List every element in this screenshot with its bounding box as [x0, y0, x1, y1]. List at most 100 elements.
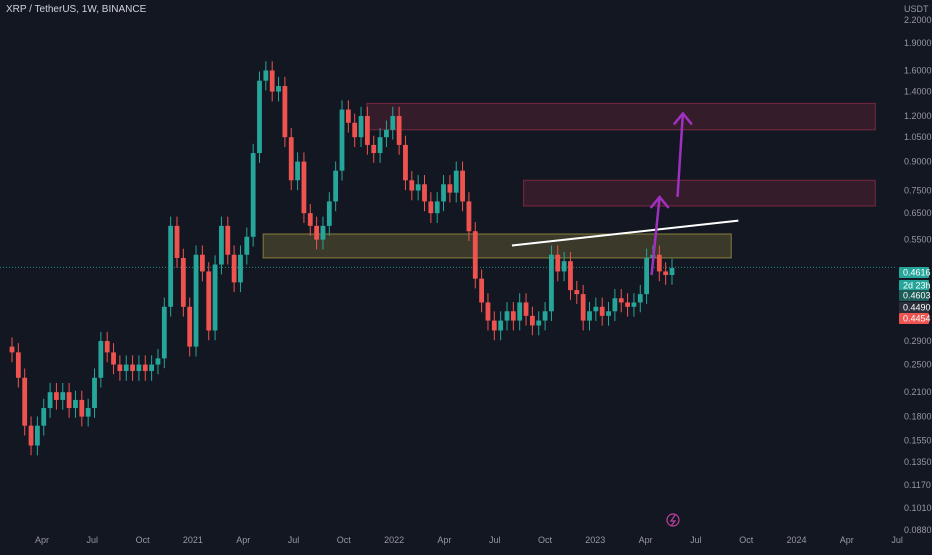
candle-body: [390, 116, 396, 130]
candle-body: [637, 294, 643, 303]
projection-arrow: [676, 113, 685, 198]
time-tick-label: Jul: [690, 535, 702, 545]
candle-body: [574, 290, 580, 295]
price-tick-label: 0.1010: [904, 503, 932, 513]
candle-body: [644, 257, 650, 295]
candle-body: [326, 201, 332, 226]
candle-body: [479, 278, 485, 303]
candle-body: [269, 70, 275, 92]
time-tick-label: Apr: [639, 535, 653, 545]
price-badge: [899, 313, 929, 324]
candle-body: [434, 201, 440, 214]
candle-body: [536, 320, 542, 326]
support-zone: [262, 233, 732, 259]
price-tick-label: 2.2000: [904, 15, 932, 25]
candle-body: [364, 116, 370, 145]
candle-body: [130, 364, 135, 372]
candle-body: [60, 392, 66, 400]
price-tick-label: 0.7500: [904, 186, 932, 196]
time-tick-label: 2021: [183, 535, 203, 545]
price-tick-label: 1.2000: [904, 111, 932, 121]
candle-body: [352, 122, 358, 138]
candle-body: [396, 116, 402, 145]
candle-body: [104, 341, 110, 353]
price-badge-label: 0.4603: [903, 291, 931, 301]
price-badge-label: 0.4490: [903, 303, 931, 313]
projection-arrow: [650, 196, 661, 276]
candle-body: [180, 257, 186, 307]
candle-body: [199, 254, 205, 272]
projection-arrow-head: [672, 111, 693, 126]
price-badge-label: 2d 23h: [903, 281, 931, 291]
price-tick-label: 0.2100: [904, 387, 932, 397]
candle-body: [257, 80, 262, 154]
candle-body: [41, 408, 47, 426]
projection-arrow-head: [649, 194, 670, 209]
candle-body: [669, 267, 675, 275]
resistance-zone: [366, 102, 876, 131]
candle-body: [606, 311, 611, 316]
candle-body: [491, 320, 497, 331]
candle-body: [295, 161, 300, 181]
price-badge-label: 0.4454: [903, 314, 931, 324]
price-tick-label: 1.9000: [904, 38, 932, 48]
time-tick-label: Jul: [891, 535, 903, 545]
candle-body: [22, 377, 28, 426]
price-badge-label: 0.4616: [903, 268, 931, 278]
candle-body: [447, 184, 453, 193]
candle-body: [238, 254, 243, 283]
candle-body: [441, 184, 446, 202]
candle-body: [466, 201, 472, 232]
candle-body: [174, 225, 180, 258]
time-tick-label: Apr: [437, 535, 451, 545]
price-tick-label: 0.0880: [904, 525, 932, 535]
candle-body: [472, 231, 478, 279]
candle-body: [73, 399, 78, 409]
candle-body: [580, 294, 586, 321]
time-tick-label: 2024: [786, 535, 806, 545]
candle-body: [282, 86, 288, 138]
candle-body: [504, 311, 510, 321]
trendline: [511, 219, 739, 247]
candle-body: [47, 392, 53, 409]
time-tick-label: Oct: [136, 535, 151, 545]
candle-body: [517, 302, 523, 321]
candle-body: [498, 320, 504, 331]
candle-body: [161, 306, 167, 359]
price-tick-label: 0.9000: [904, 157, 932, 167]
candle-body: [263, 70, 269, 81]
price-tick-label: 0.1550: [904, 435, 932, 445]
candle-body: [111, 352, 116, 365]
candle-body: [333, 170, 339, 202]
candle-body: [542, 311, 548, 321]
price-badge: [899, 267, 929, 278]
candle-body: [612, 298, 618, 312]
candle-body: [485, 302, 491, 321]
candle-body: [250, 153, 256, 237]
candle-body: [193, 254, 199, 347]
price-tick-label: 0.5500: [904, 235, 932, 245]
price-tick-label: 0.1800: [904, 412, 932, 422]
time-tick-label: 2023: [585, 535, 605, 545]
candle-body: [142, 364, 148, 372]
candle-body: [34, 425, 40, 446]
candle-body: [358, 116, 364, 138]
price-tick-label: 0.2500: [904, 360, 932, 370]
price-badge: [899, 302, 929, 313]
candle-body: [85, 408, 91, 417]
time-tick-label: Apr: [236, 535, 250, 545]
candle-body: [599, 306, 605, 316]
time-tick-label: Jul: [288, 535, 300, 545]
candle-body: [460, 170, 465, 202]
price-unit-label: USDT: [904, 4, 929, 14]
price-tick-label: 0.1170: [904, 480, 931, 490]
candle-body: [155, 358, 161, 365]
lightning-icon: [666, 513, 680, 527]
candle-body: [54, 392, 59, 400]
price-tick-label: 1.6000: [904, 65, 932, 75]
time-tick-label: Oct: [337, 535, 352, 545]
time-tick-label: Apr: [35, 535, 49, 545]
candle-body: [219, 225, 224, 265]
